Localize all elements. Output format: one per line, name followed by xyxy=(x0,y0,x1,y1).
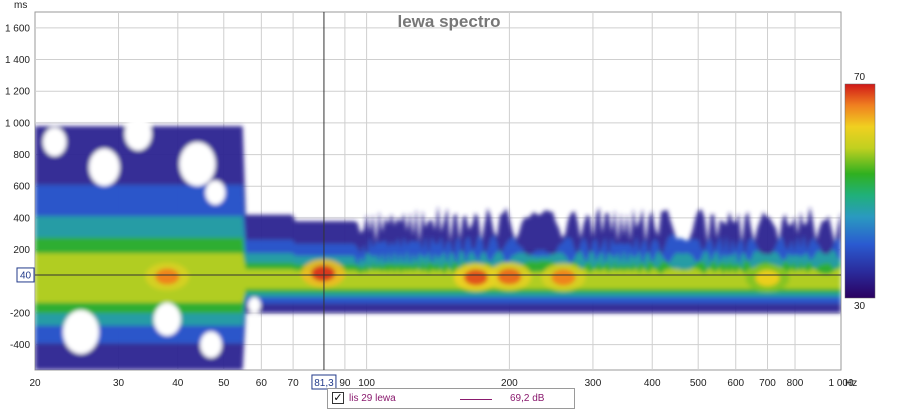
decay-gap xyxy=(89,148,120,186)
x-tick-label: 50 xyxy=(218,378,230,389)
legend-series-name: lis 29 lewa xyxy=(349,393,396,404)
x-tick-label: 70 xyxy=(288,378,300,389)
legend-line-swatch xyxy=(460,399,492,400)
decay-gap xyxy=(179,142,216,187)
x-axis-ticks: 20 30 40 50 60 70 90 100 200 300 400 500 600 700 800 1 … xyxy=(29,378,854,389)
hotspot xyxy=(155,268,180,285)
y-tick-label: 1 600 xyxy=(5,23,30,34)
legend: ✓ lis 29 lewa 69,2 dB xyxy=(327,388,575,409)
colorbar: 70 30 xyxy=(844,72,876,312)
hotspot xyxy=(497,268,522,285)
cursor-y-readout: 40 xyxy=(20,270,32,281)
x-tick-label: 30 xyxy=(113,378,125,389)
decay-gap xyxy=(42,127,67,157)
x-tick-label: 700 xyxy=(759,378,776,389)
y-axis-label: ms xyxy=(14,0,27,11)
y-tick-label: 1 200 xyxy=(5,87,30,98)
x-tick-label: 500 xyxy=(690,378,707,389)
x-tick-label: 300 xyxy=(585,378,602,389)
decay-gap xyxy=(124,117,152,151)
spectrogram-heat xyxy=(35,117,841,370)
legend-checkbox[interactable]: ✓ xyxy=(332,392,344,404)
x-tick-label: 1 000 xyxy=(828,378,853,389)
colorbar-gradient xyxy=(844,83,876,299)
hotspot xyxy=(311,265,336,282)
x-tick-label: 90 xyxy=(339,378,351,389)
hotspot xyxy=(463,269,488,286)
y-tick-label: -400 xyxy=(10,340,30,351)
y-tick-label: 800 xyxy=(13,150,30,161)
decay-gap xyxy=(248,297,261,313)
x-tick-label: 20 xyxy=(29,378,41,389)
x-axis-unit: Hz xyxy=(845,378,857,389)
cursor-crosshair[interactable]: 81,3 40 xyxy=(16,12,841,390)
x-tick-label: 600 xyxy=(727,378,744,389)
heat-layers xyxy=(35,117,841,370)
y-tick-label: 400 xyxy=(13,213,30,224)
y-tick-label: 1 400 xyxy=(5,55,30,66)
hotspot xyxy=(551,269,576,286)
cursor-y-readout-box xyxy=(16,267,35,283)
x-tick-label: 100 xyxy=(358,378,375,389)
cursor-x-readout: 81,3 xyxy=(314,378,334,389)
hotspot xyxy=(755,270,780,287)
cursor-x-readout-box xyxy=(311,374,337,390)
x-tick-label: 200 xyxy=(501,378,518,389)
decay-gap xyxy=(62,309,99,354)
x-tick-label: 60 xyxy=(256,378,268,389)
x-tick-label: 400 xyxy=(644,378,661,389)
x-tick-label: 40 xyxy=(172,378,184,389)
legend-value: 69,2 dB xyxy=(510,393,545,404)
colorbar-max-label: 70 xyxy=(854,72,866,83)
y-tick-label: 200 xyxy=(13,245,30,256)
decay-gap xyxy=(153,302,181,336)
decay-gap xyxy=(205,180,226,205)
x-tick-label: 800 xyxy=(787,378,804,389)
colorbar-min-label: 30 xyxy=(854,301,866,312)
heat-layer xyxy=(35,253,841,303)
y-axis-ticks: -400 -200 200 400 600 800 1 000 1 200 1 400 1 600 xyxy=(5,23,30,351)
y-tick-label: 1 000 xyxy=(5,118,30,129)
chart-title: lewa spectro xyxy=(398,12,501,31)
y-tick-label: 600 xyxy=(13,182,30,193)
decay-gap xyxy=(200,331,222,358)
y-tick-label: -200 xyxy=(10,308,30,319)
